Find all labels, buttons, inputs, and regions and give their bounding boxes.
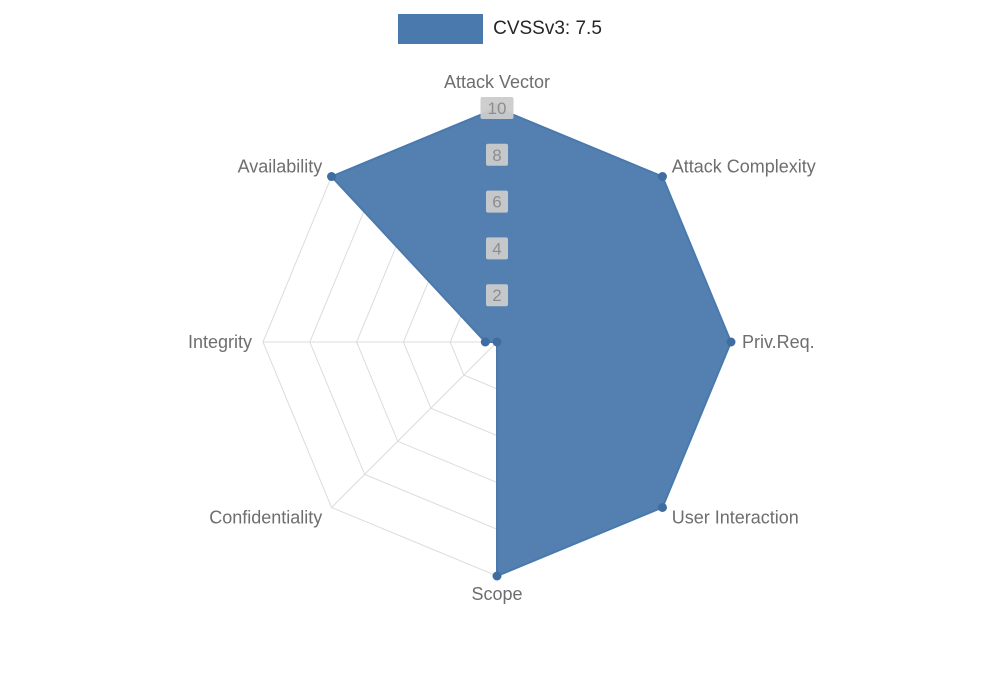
axis-label: Priv.Req.	[742, 332, 815, 352]
tick-label: 2	[492, 286, 501, 305]
axis-label: Availability	[238, 156, 323, 176]
tick-backdrop	[486, 143, 508, 166]
tick-label: 4	[492, 239, 501, 258]
legend[interactable]: CVSSv3: 7.5	[0, 14, 1000, 44]
data-point	[726, 337, 736, 347]
legend-label: CVSSv3: 7.5	[493, 18, 602, 39]
axis-label: Scope	[471, 584, 522, 604]
axis-label: Integrity	[188, 332, 252, 352]
tick-label: 10	[488, 99, 507, 118]
axis-label: Attack Vector	[444, 72, 550, 92]
axis-label: Confidentiality	[209, 508, 322, 528]
axis-label: User Interaction	[672, 508, 799, 528]
data-point	[657, 172, 667, 182]
tick-backdrop	[480, 97, 514, 119]
data-point	[480, 337, 490, 347]
tick-backdrop	[486, 190, 508, 213]
tick-label: 8	[492, 146, 501, 165]
grid-spoke	[331, 341, 498, 508]
tick-label: 6	[492, 193, 501, 212]
data-point	[492, 337, 502, 347]
data-point	[492, 571, 502, 581]
data-point	[327, 172, 337, 182]
data-point	[657, 502, 667, 512]
tick-backdrop	[486, 237, 508, 260]
tick-backdrop	[486, 284, 508, 307]
legend-swatch	[398, 14, 484, 44]
axis-label: Attack Complexity	[672, 156, 816, 176]
